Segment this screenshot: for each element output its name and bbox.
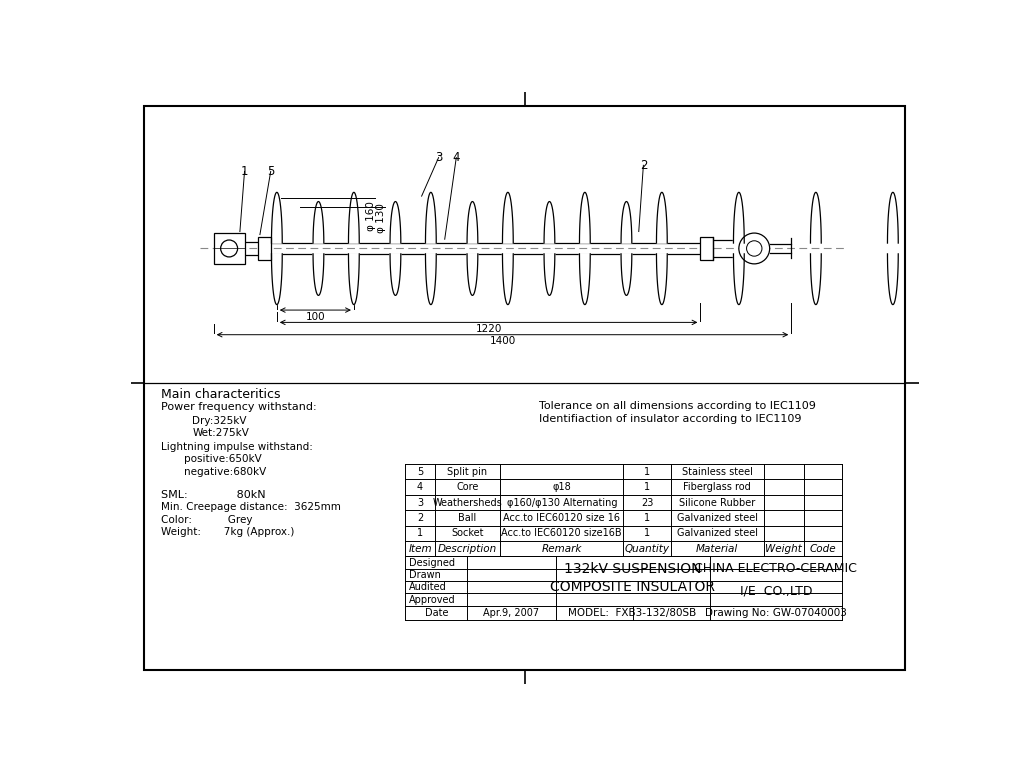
Polygon shape xyxy=(544,254,555,296)
Text: 23: 23 xyxy=(641,498,653,508)
Text: 1: 1 xyxy=(644,528,650,538)
Text: φ 130: φ 130 xyxy=(376,203,386,233)
Polygon shape xyxy=(313,254,324,296)
Polygon shape xyxy=(656,254,668,305)
Circle shape xyxy=(739,233,770,264)
Text: Power frequency withstand:: Power frequency withstand: xyxy=(162,402,317,412)
Text: Approved: Approved xyxy=(410,594,456,604)
Text: Weight: Weight xyxy=(765,544,802,554)
Text: Galvanized steel: Galvanized steel xyxy=(677,513,758,523)
Polygon shape xyxy=(733,192,744,243)
Polygon shape xyxy=(580,254,590,305)
Text: Weathersheds: Weathersheds xyxy=(432,498,503,508)
Text: Code: Code xyxy=(810,544,837,554)
Text: Split pin: Split pin xyxy=(447,467,487,477)
Text: 5: 5 xyxy=(417,467,423,477)
Text: Acc.to IEC60120 size 16: Acc.to IEC60120 size 16 xyxy=(503,513,621,523)
Polygon shape xyxy=(390,254,400,296)
Text: 5: 5 xyxy=(267,165,274,178)
Text: Remark: Remark xyxy=(542,544,582,554)
Text: 4: 4 xyxy=(417,482,423,492)
Text: Fiberglass rod: Fiberglass rod xyxy=(683,482,752,492)
Text: Apr.9, 2007: Apr.9, 2007 xyxy=(483,607,540,617)
Polygon shape xyxy=(888,254,898,305)
Polygon shape xyxy=(425,192,436,243)
Polygon shape xyxy=(271,254,283,305)
Text: Identifiaction of insulator according to IEC1109: Identifiaction of insulator according to… xyxy=(539,414,801,424)
Text: Main characteritics: Main characteritics xyxy=(162,389,281,401)
Text: I/E  CO.,LTD: I/E CO.,LTD xyxy=(739,584,812,598)
Bar xyxy=(258,237,270,260)
Text: Socket: Socket xyxy=(452,528,483,538)
Text: Drawing No: GW-07040003: Drawing No: GW-07040003 xyxy=(705,607,847,617)
Polygon shape xyxy=(621,201,632,243)
Text: 1: 1 xyxy=(241,165,248,178)
Text: 3: 3 xyxy=(417,498,423,508)
Text: 1220: 1220 xyxy=(475,324,502,334)
Text: 1: 1 xyxy=(644,482,650,492)
Text: Color:           Grey: Color: Grey xyxy=(162,515,253,525)
Polygon shape xyxy=(425,254,436,305)
Text: 2: 2 xyxy=(640,159,647,172)
Text: 4: 4 xyxy=(453,151,460,164)
Polygon shape xyxy=(544,201,555,243)
Text: positive:650kV: positive:650kV xyxy=(184,455,262,465)
Text: φ 160: φ 160 xyxy=(366,201,376,231)
Text: φ160/φ130 Alternating: φ160/φ130 Alternating xyxy=(507,498,617,508)
Text: Ball: Ball xyxy=(459,513,476,523)
Text: 1: 1 xyxy=(644,513,650,523)
Text: COMPOSITE INSULATOR: COMPOSITE INSULATOR xyxy=(550,581,715,594)
Text: Weight:       7kg (Approx.): Weight: 7kg (Approx.) xyxy=(162,527,295,537)
Text: 100: 100 xyxy=(305,312,326,322)
Text: Designed: Designed xyxy=(410,558,456,568)
Text: Tolerance on all dimensions according to IEC1109: Tolerance on all dimensions according to… xyxy=(539,402,815,412)
Text: Audited: Audited xyxy=(410,582,447,592)
Polygon shape xyxy=(390,201,400,243)
Text: 2: 2 xyxy=(417,513,423,523)
Text: negative:680kV: negative:680kV xyxy=(184,467,266,477)
Text: Material: Material xyxy=(696,544,738,554)
Text: 1400: 1400 xyxy=(489,336,516,346)
Polygon shape xyxy=(580,192,590,243)
Polygon shape xyxy=(503,192,513,243)
Text: Wet:275kV: Wet:275kV xyxy=(193,429,249,439)
Text: Min. Creepage distance:  3625mm: Min. Creepage distance: 3625mm xyxy=(162,502,341,512)
Bar xyxy=(214,233,245,264)
Text: 3: 3 xyxy=(435,151,442,164)
Text: Description: Description xyxy=(438,544,497,554)
Polygon shape xyxy=(271,192,283,243)
Text: SML:              80kN: SML: 80kN xyxy=(162,490,266,500)
Text: 1: 1 xyxy=(417,528,423,538)
Polygon shape xyxy=(348,254,359,305)
Polygon shape xyxy=(810,192,821,243)
Polygon shape xyxy=(621,254,632,296)
Text: Lightning impulse withstand:: Lightning impulse withstand: xyxy=(162,442,313,452)
Text: Item: Item xyxy=(409,544,432,554)
Text: 132kV SUSPENSION: 132kV SUSPENSION xyxy=(564,561,701,576)
Polygon shape xyxy=(467,254,478,296)
Text: Core: Core xyxy=(457,482,478,492)
Text: Acc.to IEC60120 size16B: Acc.to IEC60120 size16B xyxy=(502,528,622,538)
Text: Dry:325kV: Dry:325kV xyxy=(193,416,247,426)
Polygon shape xyxy=(888,192,898,243)
Polygon shape xyxy=(733,254,744,305)
Polygon shape xyxy=(313,201,324,243)
Bar xyxy=(700,237,713,260)
Text: Date: Date xyxy=(425,607,449,617)
Text: 1: 1 xyxy=(644,467,650,477)
Text: Stainless steel: Stainless steel xyxy=(682,467,753,477)
Polygon shape xyxy=(656,192,668,243)
Polygon shape xyxy=(503,254,513,305)
Text: CHINA ELECTRO-CERAMIC: CHINA ELECTRO-CERAMIC xyxy=(694,562,857,575)
Text: Quantity: Quantity xyxy=(625,544,670,554)
Text: φ18: φ18 xyxy=(552,482,571,492)
Polygon shape xyxy=(810,254,821,305)
Polygon shape xyxy=(348,192,359,243)
Text: Galvanized steel: Galvanized steel xyxy=(677,528,758,538)
Text: MODEL:  FXB3-132/80SB: MODEL: FXB3-132/80SB xyxy=(568,607,696,617)
Polygon shape xyxy=(467,201,478,243)
Text: Silicone Rubber: Silicone Rubber xyxy=(679,498,756,508)
Text: Drawn: Drawn xyxy=(410,570,441,580)
